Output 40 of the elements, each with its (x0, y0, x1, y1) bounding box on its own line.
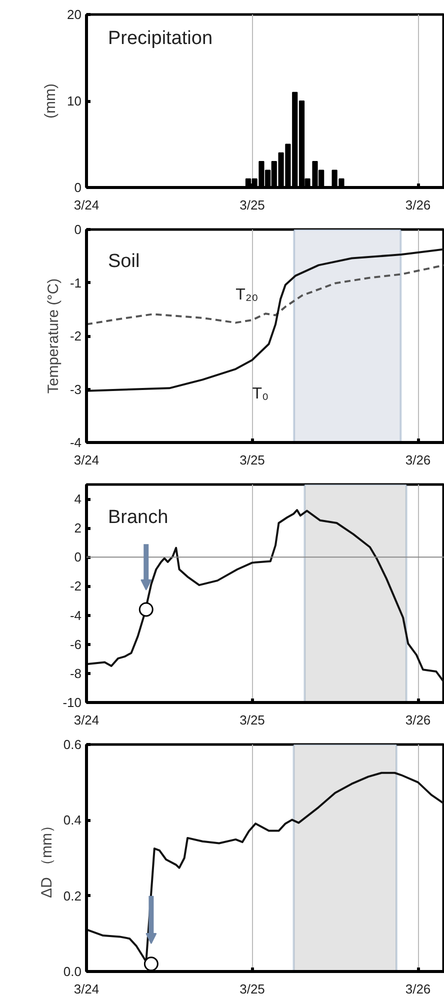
y-tick-label: 0 (74, 180, 82, 195)
y-tick-label: -2 (70, 578, 82, 594)
text: Branch (108, 507, 168, 528)
x-tick-label: 3/26 (405, 198, 431, 212)
y-tick-label: -10 (62, 695, 82, 710)
text: Precipitation (108, 28, 213, 50)
x-tick-label: 3/26 (405, 982, 431, 996)
x-tick-label: 3/25 (240, 452, 265, 468)
y-tick-label: -2 (70, 328, 82, 344)
y-tick-label: -6 (70, 636, 82, 652)
y-tick-label: 4 (74, 492, 82, 507)
series-label: T₂₀ (236, 286, 258, 304)
y-tick-label: 2 (74, 520, 82, 536)
y-axis-title: (mm) (42, 84, 60, 118)
y-tick-label: -1 (70, 275, 82, 290)
y-tick-label: 0 (74, 222, 82, 237)
x-tick-label: 3/24 (74, 198, 100, 212)
x-tick-label: 3/26 (405, 712, 431, 728)
x-tick-label: 3/25 (240, 198, 265, 212)
x-tick-label: 3/25 (240, 982, 265, 996)
y-tick-label: -4 (70, 435, 82, 450)
y-tick-label: 0.6 (63, 737, 82, 752)
y-tick-label: -8 (70, 666, 82, 681)
y-axis-title: Temperature (°C) (44, 278, 62, 394)
y-tick-label: -3 (70, 382, 82, 397)
x-tick-label: 3/24 (74, 982, 100, 996)
y-tick-label: 0.4 (63, 812, 82, 828)
y-tick-label: 20 (67, 7, 82, 22)
y-axis-title: ΔD （mm） (38, 818, 56, 898)
y-tick-label: 0.0 (63, 964, 82, 979)
y-tick-label: 0 (74, 550, 82, 565)
x-tick-label: 3/26 (405, 452, 431, 468)
x-tick-label: 3/24 (74, 452, 100, 468)
x-tick-label: 3/25 (240, 712, 265, 728)
series-label: T₀ (252, 386, 269, 403)
y-tick-label: 10 (67, 94, 82, 108)
y-tick-label: -4 (70, 608, 82, 623)
y-tick-label: 0.2 (63, 888, 82, 904)
text: Soil (108, 251, 140, 272)
x-tick-label: 3/24 (74, 712, 100, 728)
